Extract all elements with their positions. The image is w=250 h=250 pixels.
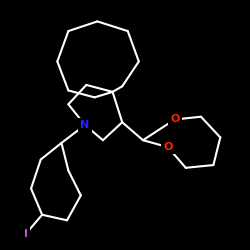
Text: O: O bbox=[163, 142, 172, 152]
Text: I: I bbox=[24, 229, 28, 239]
Text: O: O bbox=[170, 114, 179, 124]
Text: N: N bbox=[80, 120, 90, 130]
